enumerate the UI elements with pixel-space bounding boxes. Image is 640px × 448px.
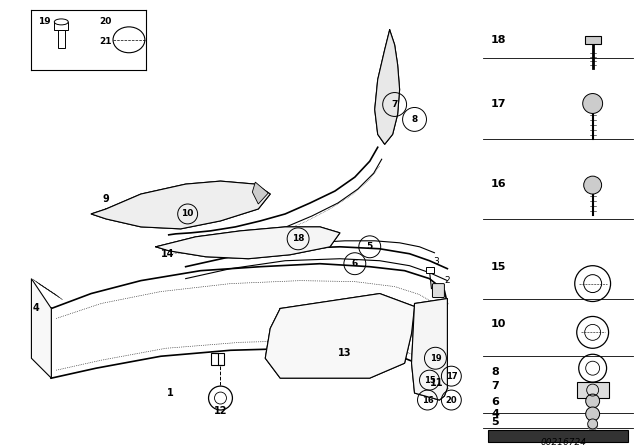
Ellipse shape [54,19,68,25]
Polygon shape [412,298,447,400]
Circle shape [586,394,600,408]
FancyBboxPatch shape [211,353,225,365]
Text: 19: 19 [429,354,441,363]
FancyBboxPatch shape [426,267,435,273]
Circle shape [586,407,600,421]
Text: 4: 4 [491,409,499,419]
Text: 10: 10 [182,210,194,219]
Text: 17: 17 [491,99,507,109]
Text: 15: 15 [424,375,435,385]
Text: 10: 10 [491,319,506,329]
Circle shape [584,176,602,194]
Text: 4: 4 [33,303,40,314]
Text: 21: 21 [99,37,111,46]
Text: 5: 5 [491,417,499,427]
Text: 16: 16 [422,396,433,405]
FancyBboxPatch shape [488,430,628,442]
Text: 8: 8 [491,367,499,377]
Text: 00216724: 00216724 [541,438,587,447]
Polygon shape [31,279,51,378]
Text: 18: 18 [292,234,305,243]
Text: 15: 15 [491,262,506,271]
FancyBboxPatch shape [577,382,609,398]
Polygon shape [252,182,268,204]
Text: 3: 3 [433,257,439,266]
Polygon shape [156,227,340,259]
Circle shape [582,94,603,113]
Text: 6: 6 [352,259,358,268]
FancyBboxPatch shape [433,284,444,297]
Text: 20: 20 [99,17,111,26]
FancyBboxPatch shape [58,30,65,48]
Text: 17: 17 [445,372,457,381]
Text: 5: 5 [367,242,373,251]
Polygon shape [265,293,415,378]
Text: 20: 20 [445,396,457,405]
Ellipse shape [113,27,145,53]
FancyBboxPatch shape [54,22,68,30]
Text: 9: 9 [102,194,109,204]
Text: 12: 12 [214,406,227,416]
Text: 13: 13 [338,348,351,358]
Text: 1: 1 [167,388,174,398]
Text: 11: 11 [429,378,443,388]
Text: 2: 2 [445,276,450,285]
Text: 19: 19 [38,17,51,26]
Circle shape [588,419,598,429]
Polygon shape [375,30,399,144]
Text: 7: 7 [392,100,398,109]
Text: 6: 6 [491,397,499,407]
Polygon shape [588,426,598,434]
Text: 18: 18 [491,35,507,45]
Text: 14: 14 [161,249,175,259]
Text: 7: 7 [491,381,499,391]
Text: 16: 16 [491,179,507,189]
Polygon shape [91,181,270,229]
FancyBboxPatch shape [585,36,600,44]
Text: 8: 8 [412,115,418,124]
